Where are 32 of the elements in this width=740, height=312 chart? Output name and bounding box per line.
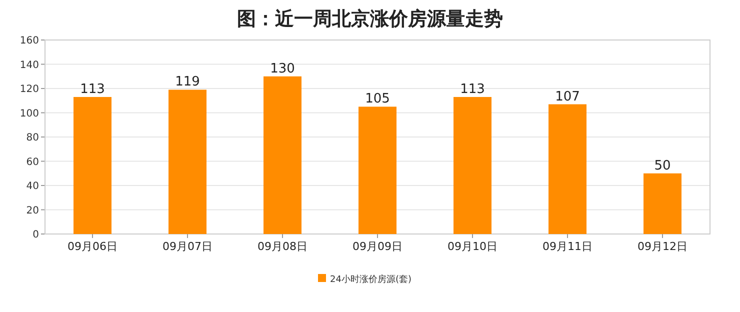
x-tick-label: 09月06日: [68, 240, 118, 253]
y-tick-label: 160: [20, 36, 39, 46]
y-tick-label: 80: [26, 132, 39, 144]
x-tick-label: 09月07日: [162, 240, 212, 253]
y-tick-label: 120: [20, 84, 39, 95]
x-tick-label: 09月12日: [638, 240, 688, 253]
data-label: 130: [270, 61, 295, 76]
bar: [644, 173, 682, 234]
y-tick-label: 60: [26, 156, 39, 168]
chart-title: 图：近一周北京涨价房源量走势: [237, 8, 503, 30]
data-label: 105: [365, 92, 390, 107]
x-tick-label: 09月09日: [352, 240, 402, 253]
data-label: 107: [555, 89, 580, 104]
data-label: 50: [654, 158, 671, 174]
y-tick-label: 20: [26, 205, 39, 216]
x-tick-label: 09月11日: [542, 240, 592, 253]
y-tick-label: 40: [26, 181, 39, 192]
bar: [74, 96, 112, 234]
x-tick-label: 09月10日: [448, 240, 498, 253]
bar: [358, 106, 396, 234]
bar: [264, 76, 302, 234]
y-tick-label: 140: [20, 60, 39, 71]
y-tick-label: 100: [20, 108, 39, 120]
data-label: 113: [460, 82, 485, 97]
y-tick-label: 0: [32, 230, 39, 240]
legend-label: 24小时涨价房源(套): [330, 274, 412, 285]
bar: [454, 96, 492, 234]
bar: [548, 104, 586, 234]
data-label: 113: [80, 82, 105, 97]
x-tick-label: 09月08日: [258, 240, 308, 253]
bar: [168, 90, 206, 234]
data-label: 119: [175, 74, 200, 90]
